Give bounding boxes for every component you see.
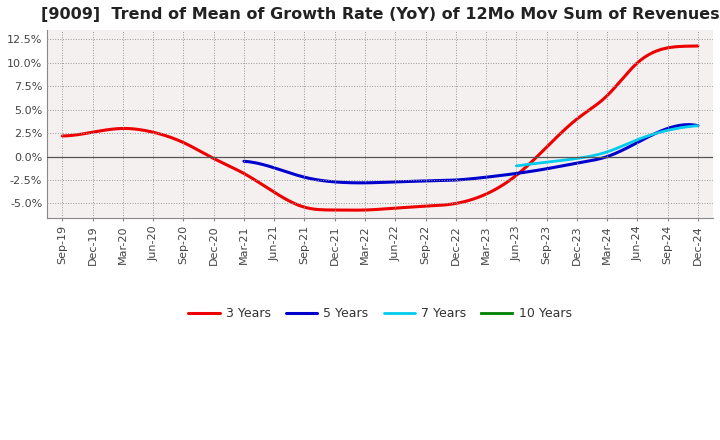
7 Years	[512, 163, 521, 169]
Line: 3 Years: 3 Years	[63, 46, 698, 210]
3 Years	[636, 58, 645, 63]
5 Years	[685, 122, 693, 127]
Title: [9009]  Trend of Mean of Growth Rate (YoY) of 12Mo Mov Sum of Revenues: [9009] Trend of Mean of Growth Rate (YoY…	[41, 7, 719, 22]
Legend: 3 Years, 5 Years, 7 Years, 10 Years: 3 Years, 5 Years, 7 Years, 10 Years	[184, 302, 577, 326]
5 Years	[241, 159, 250, 164]
7 Years	[619, 143, 628, 148]
5 Years	[652, 130, 661, 136]
5 Years	[356, 180, 365, 186]
Line: 7 Years: 7 Years	[516, 126, 698, 166]
3 Years	[438, 202, 447, 208]
7 Years	[677, 125, 685, 130]
3 Years	[60, 133, 68, 139]
Line: 5 Years: 5 Years	[244, 125, 698, 183]
3 Years	[449, 201, 458, 206]
5 Years	[519, 170, 528, 175]
3 Years	[349, 208, 358, 213]
3 Years	[58, 133, 67, 139]
7 Years	[620, 143, 629, 148]
7 Years	[623, 141, 631, 147]
3 Years	[436, 203, 445, 208]
7 Years	[665, 127, 674, 132]
5 Years	[693, 123, 702, 128]
5 Years	[510, 171, 518, 176]
5 Years	[511, 171, 520, 176]
7 Years	[513, 163, 521, 169]
7 Years	[693, 123, 702, 128]
5 Years	[240, 159, 248, 164]
5 Years	[624, 145, 632, 150]
3 Years	[596, 99, 605, 105]
3 Years	[693, 44, 702, 49]
